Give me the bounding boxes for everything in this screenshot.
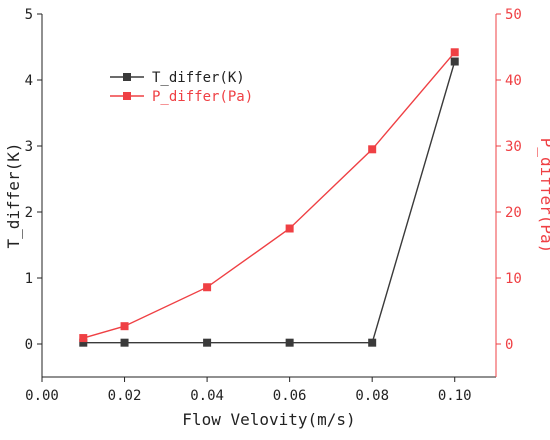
y-right-tick-label: 0 bbox=[505, 337, 513, 353]
y-left-axis-title: T_differ(K) bbox=[4, 143, 23, 249]
data-point bbox=[450, 57, 459, 66]
y-left-tick-label: 0 bbox=[25, 337, 33, 353]
x-tick-label: 0.04 bbox=[190, 388, 224, 404]
data-point bbox=[203, 283, 212, 292]
y-right-axis-title: P_differ(Pa) bbox=[537, 138, 550, 254]
y-left-tick-label: 2 bbox=[25, 205, 33, 221]
y-right-tick-label: 10 bbox=[505, 271, 522, 287]
data-point bbox=[368, 338, 377, 347]
data-point bbox=[203, 338, 212, 347]
x-tick-label: 0.06 bbox=[273, 388, 307, 404]
axis-titles-group: Flow Velovity(m/s) T_differ(K) P_differ(Pa… bbox=[4, 138, 550, 429]
data-point bbox=[285, 224, 294, 233]
x-tick-label: 0.00 bbox=[25, 388, 59, 404]
x-axis-title: Flow Velovity(m/s) bbox=[182, 410, 355, 429]
data-point bbox=[79, 334, 88, 343]
y-right-tick-label: 30 bbox=[505, 139, 522, 155]
series-line-0 bbox=[83, 61, 456, 344]
series-group bbox=[79, 48, 459, 347]
x-tick-label: 0.08 bbox=[355, 388, 389, 404]
legend-label: T_differ(K) bbox=[152, 70, 245, 86]
data-point bbox=[368, 145, 377, 154]
series-line-1 bbox=[83, 51, 456, 339]
data-point bbox=[450, 48, 459, 57]
y-right-tick-label: 40 bbox=[505, 73, 522, 89]
data-point bbox=[120, 338, 129, 347]
y-right-tick-label: 50 bbox=[505, 7, 522, 23]
y-left-tick-label: 1 bbox=[25, 271, 33, 287]
y-left-tick-label: 3 bbox=[25, 139, 33, 155]
axes-group bbox=[41, 14, 497, 378]
y-left-tick-label: 5 bbox=[25, 7, 33, 23]
x-tick-label: 0.02 bbox=[108, 388, 142, 404]
legend: T_differ(K) P_differ(Pa) bbox=[110, 70, 253, 105]
y-left-tick-label: 4 bbox=[25, 73, 33, 89]
x-tick-label: 0.10 bbox=[438, 388, 472, 404]
data-point bbox=[120, 322, 129, 331]
data-point bbox=[285, 338, 294, 347]
legend-label: P_differ(Pa) bbox=[152, 89, 253, 105]
y-right-tick-label: 20 bbox=[505, 205, 522, 221]
ticks-group: 0.00 0.02 0.04 0.06 0.08 0.100123450102030405… bbox=[25, 7, 522, 404]
legend-marker bbox=[123, 92, 131, 100]
data-point bbox=[79, 338, 88, 347]
legend-marker bbox=[123, 73, 131, 81]
